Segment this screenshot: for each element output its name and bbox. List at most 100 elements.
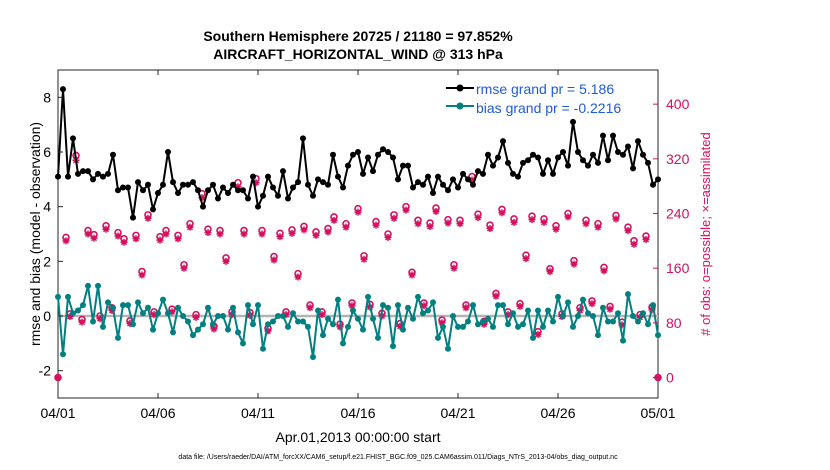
obs-assimilated-point	[426, 222, 434, 230]
obs-assimilated-point	[174, 235, 182, 243]
rmse-point	[305, 181, 311, 188]
rmse-point	[655, 176, 661, 183]
rmse-point	[390, 154, 396, 161]
rmse-point	[335, 173, 341, 180]
bias-point	[375, 334, 381, 341]
rmse-point	[450, 176, 456, 183]
rmse-point	[360, 170, 366, 177]
rmse-point	[65, 173, 71, 180]
bias-point	[110, 304, 116, 311]
obs-assimilated-point	[330, 216, 338, 224]
bias-point	[415, 293, 421, 300]
y-left-tick-label: 8	[43, 89, 51, 105]
rmse-point	[500, 138, 506, 145]
rmse-point	[185, 181, 191, 188]
bias-point	[400, 326, 406, 333]
rmse-point	[175, 190, 181, 196]
y-axis-right: 0 80 160 240 320 400	[653, 96, 690, 386]
rmse-point	[120, 184, 126, 191]
obs-assimilated-point	[474, 214, 482, 222]
rmse-point	[445, 187, 451, 194]
bias-point	[70, 310, 76, 317]
obs-assimilated-point	[150, 311, 158, 319]
rmse-point	[145, 181, 151, 188]
obs-assimilated-point	[282, 311, 290, 319]
obs-assimilated-point	[594, 223, 602, 231]
rmse-point	[220, 184, 226, 191]
obs-assimilated-point	[210, 325, 218, 333]
bias-point	[360, 326, 366, 333]
rmse-point	[480, 170, 486, 177]
bias-point	[455, 323, 461, 330]
obs-assimilated-point	[612, 215, 620, 223]
bias-point	[145, 304, 151, 311]
bias-point	[345, 323, 351, 330]
bias-point	[155, 310, 161, 317]
rmse-series	[55, 86, 661, 221]
bias-point	[610, 318, 616, 325]
bias-point	[165, 310, 171, 317]
rmse-point	[370, 168, 376, 175]
bias-point	[320, 332, 326, 339]
rmse-point	[440, 181, 446, 188]
rmse-point	[90, 176, 96, 183]
obs-assimilated-point	[528, 216, 536, 224]
rmse-point	[70, 135, 76, 142]
rmse-point	[375, 151, 381, 158]
bias-point	[65, 293, 71, 300]
rmse-point	[605, 157, 611, 164]
rmse-point	[275, 192, 281, 199]
legend-rmse-label: rmse grand pr = 5.186	[476, 81, 614, 97]
rmse-point	[215, 195, 221, 202]
obs-assimilated-point	[78, 318, 86, 326]
obs-assimilated-point	[354, 208, 362, 216]
rmse-point	[325, 181, 331, 188]
rmse-point	[535, 154, 541, 161]
y-left-tick-label: 6	[43, 144, 51, 160]
bias-point	[655, 332, 661, 339]
rmse-point	[315, 176, 321, 183]
bias-point	[385, 304, 391, 311]
bias-point	[185, 318, 191, 325]
rmse-point	[510, 170, 516, 177]
rmse-point	[155, 190, 161, 196]
rmse-point	[485, 151, 491, 158]
obs-assimilated-point	[144, 214, 152, 222]
rmse-point	[405, 162, 411, 169]
bias-point	[450, 313, 456, 319]
rmse-point	[160, 181, 166, 188]
bias-point	[215, 313, 221, 319]
bias-point	[390, 343, 396, 350]
bias-point	[180, 313, 186, 319]
bias-point	[645, 321, 651, 328]
legend-bias-label: bias grand pr = -0.2216	[476, 100, 621, 116]
chart-title-line1: Southern Hemisphere 20725 / 21180 = 97.8…	[203, 28, 513, 44]
bias-point	[190, 332, 196, 339]
obs-assimilated-point	[168, 308, 176, 316]
bias-point	[135, 299, 141, 306]
rmse-point	[545, 157, 551, 164]
bias-point	[550, 318, 556, 325]
legend: rmse grand pr = 5.186 bias grand pr = -0…	[446, 81, 621, 116]
bias-point	[370, 315, 376, 322]
bias-point	[405, 304, 411, 311]
rmse-point	[60, 86, 66, 93]
obs-assimilated-point	[90, 234, 98, 242]
rmse-point	[540, 170, 546, 177]
bias-point	[485, 315, 491, 322]
y-axis-right-label: # of obs: o=possible; ×=assimilated	[698, 132, 713, 335]
y-left-tick-label: -2	[39, 363, 52, 379]
rmse-point	[610, 132, 616, 139]
y-axis-left-label: rmse and bias (model - observation)	[27, 122, 43, 346]
bias-point	[300, 318, 306, 325]
bias-point	[575, 313, 581, 319]
obs-assimilated-point	[198, 194, 206, 202]
bias-point	[140, 310, 146, 317]
bias-point	[615, 310, 621, 317]
obs-assimilated-point	[120, 238, 128, 246]
bias-point	[625, 291, 631, 298]
obs-assimilated-point	[606, 305, 614, 313]
rmse-point	[225, 190, 231, 196]
rmse-point	[205, 187, 211, 194]
